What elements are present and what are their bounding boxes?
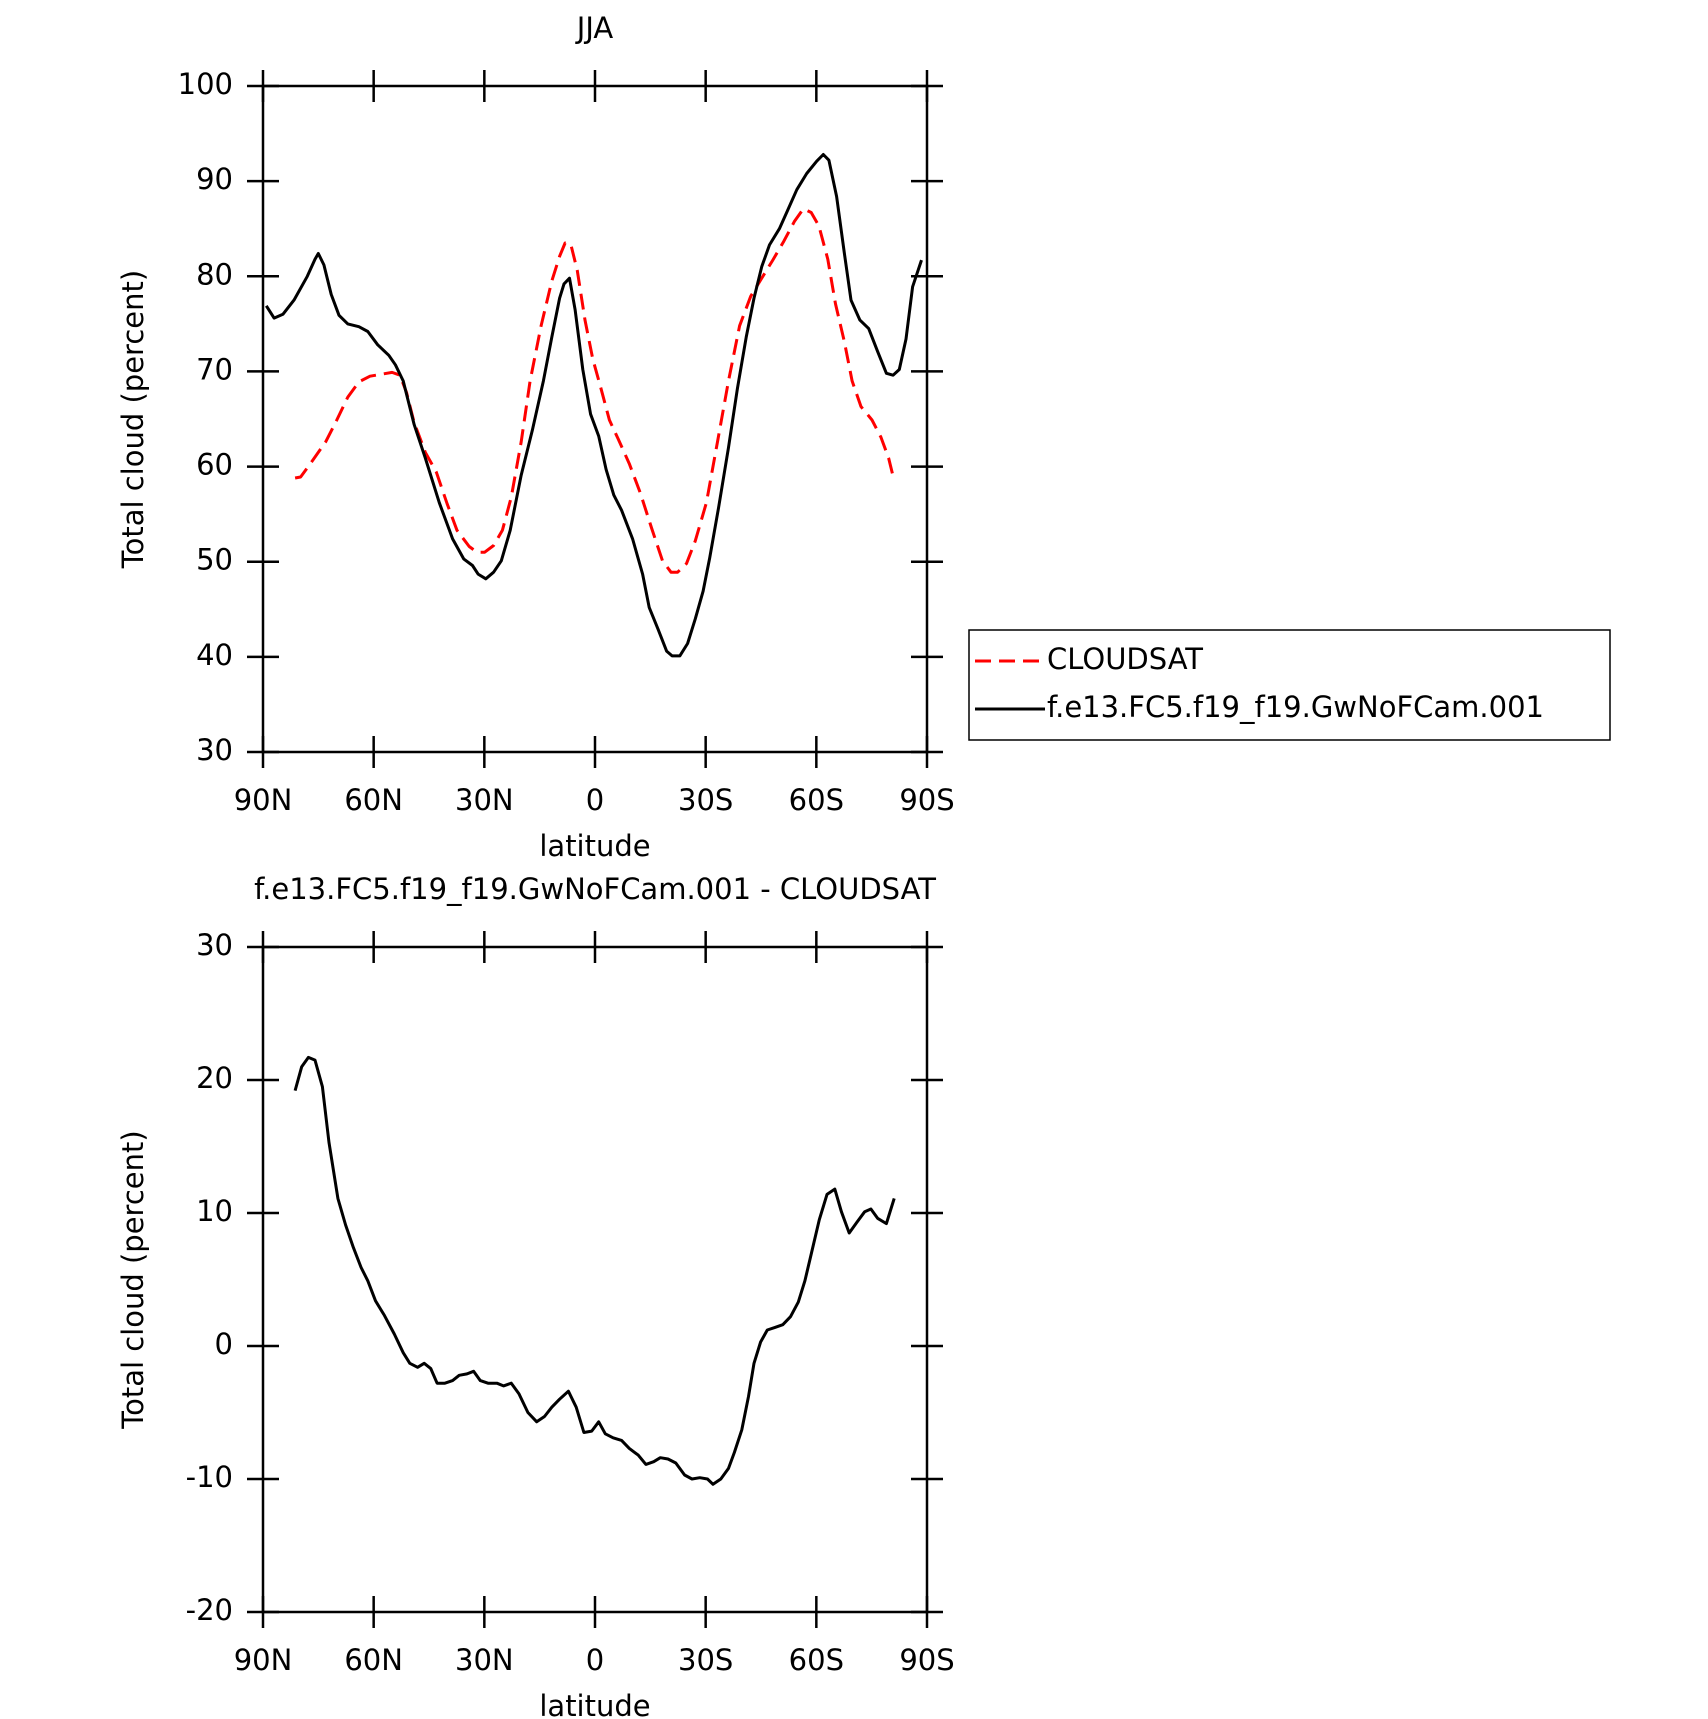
- plot-frame: [261, 945, 929, 1614]
- x-tick-label: 30N: [455, 783, 514, 817]
- x-axis-label: latitude: [539, 829, 650, 863]
- data-line: [294, 207, 896, 574]
- data-line: [293, 1055, 896, 1486]
- x-tick-label: 0: [586, 783, 604, 817]
- chart-title: f.e13.FC5.f19_f19.GwNoFCam.001 - CLOUDSA…: [254, 872, 936, 906]
- x-tick-label: 30S: [678, 783, 733, 817]
- y-tick-label: 100: [178, 67, 233, 101]
- y-axis-label: Total cloud (percent): [116, 1130, 150, 1429]
- x-tick-label: 0: [586, 1643, 604, 1677]
- y-tick-label: 10: [196, 1194, 233, 1228]
- legend-box: [968, 629, 1611, 741]
- x-tick-label: 30N: [455, 1643, 514, 1677]
- x-tick-label: 60N: [344, 783, 403, 817]
- y-tick-label: 80: [196, 257, 233, 291]
- y-tick-label: 30: [196, 733, 233, 767]
- plot-frame: [261, 84, 929, 754]
- x-tick-label: 90N: [234, 1643, 293, 1677]
- x-tick-label: 60N: [344, 1643, 403, 1677]
- data-line: [265, 153, 923, 658]
- x-tick-label: 90S: [899, 1643, 954, 1677]
- x-tick-label: 90S: [899, 783, 954, 817]
- chart-title: JJA: [575, 11, 614, 45]
- legend-label: f.e13.FC5.f19_f19.GwNoFCam.001: [1047, 690, 1544, 724]
- x-tick-label: 90N: [234, 783, 293, 817]
- y-axis-label: Total cloud (percent): [116, 270, 150, 569]
- y-tick-label: -20: [186, 1593, 233, 1627]
- y-tick-label: -10: [186, 1460, 233, 1494]
- y-tick-label: 20: [196, 1061, 233, 1095]
- x-tick-label: 60S: [789, 783, 844, 817]
- legend-label: CLOUDSAT: [1047, 642, 1203, 676]
- y-tick-label: 50: [196, 543, 233, 577]
- y-tick-label: 30: [196, 928, 233, 962]
- y-tick-label: 60: [196, 448, 233, 482]
- x-tick-label: 60S: [789, 1643, 844, 1677]
- x-tick-label: 30S: [678, 1643, 733, 1677]
- x-axis-label: latitude: [539, 1689, 650, 1719]
- y-tick-label: 90: [196, 162, 233, 196]
- y-tick-label: 0: [215, 1327, 233, 1361]
- y-tick-label: 40: [196, 638, 233, 672]
- y-tick-label: 70: [196, 352, 233, 386]
